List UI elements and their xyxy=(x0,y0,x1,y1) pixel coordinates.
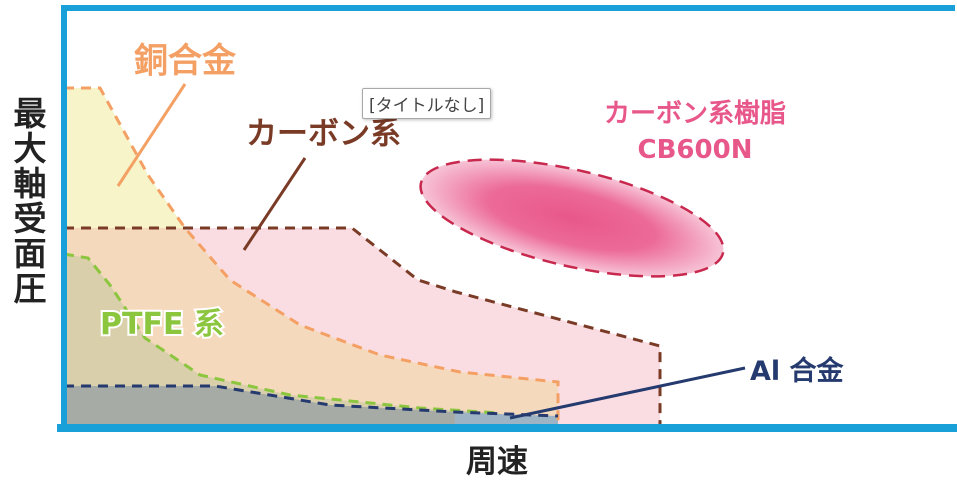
y-axis-label-char: 最 xyxy=(13,94,47,133)
ptfe-region xyxy=(64,254,500,426)
untitled-tooltip: [タイトルなし] xyxy=(362,88,492,119)
ptfe-label: PTFE 系 xyxy=(100,307,224,342)
aluminum-region xyxy=(64,386,455,426)
y-axis-label-char: 圧 xyxy=(13,269,47,308)
y-axis-label: 最大軸受面圧 xyxy=(10,96,50,306)
x-axis-label: 周速 xyxy=(466,444,528,480)
ptfe-outline xyxy=(63,252,501,415)
y-axis-label-char: 軸 xyxy=(13,164,47,203)
aluminum-leader xyxy=(509,366,746,420)
copper-outline xyxy=(64,86,560,426)
resin-label-line2: CB600N xyxy=(638,135,753,165)
carbon-label: カーボン系 xyxy=(246,116,401,152)
aluminum-outline xyxy=(64,384,559,418)
y-axis-label-char: 面 xyxy=(13,234,47,273)
resin-ellipse xyxy=(419,158,725,278)
y-axis-label-char: 大 xyxy=(13,129,47,168)
y-axis-label-char: 受 xyxy=(13,199,47,238)
aluminum-label: Al 合金 xyxy=(750,355,845,387)
copper-leader xyxy=(116,83,187,187)
carbon-leader xyxy=(242,157,307,251)
aluminum-region-edge xyxy=(455,412,558,426)
copper-region xyxy=(64,88,185,228)
copper-label: 銅合金 xyxy=(134,41,237,81)
carbon-outline xyxy=(64,226,662,426)
frame-border xyxy=(61,5,955,426)
resin-label-line1: カーボン系樹脂 xyxy=(604,99,786,129)
